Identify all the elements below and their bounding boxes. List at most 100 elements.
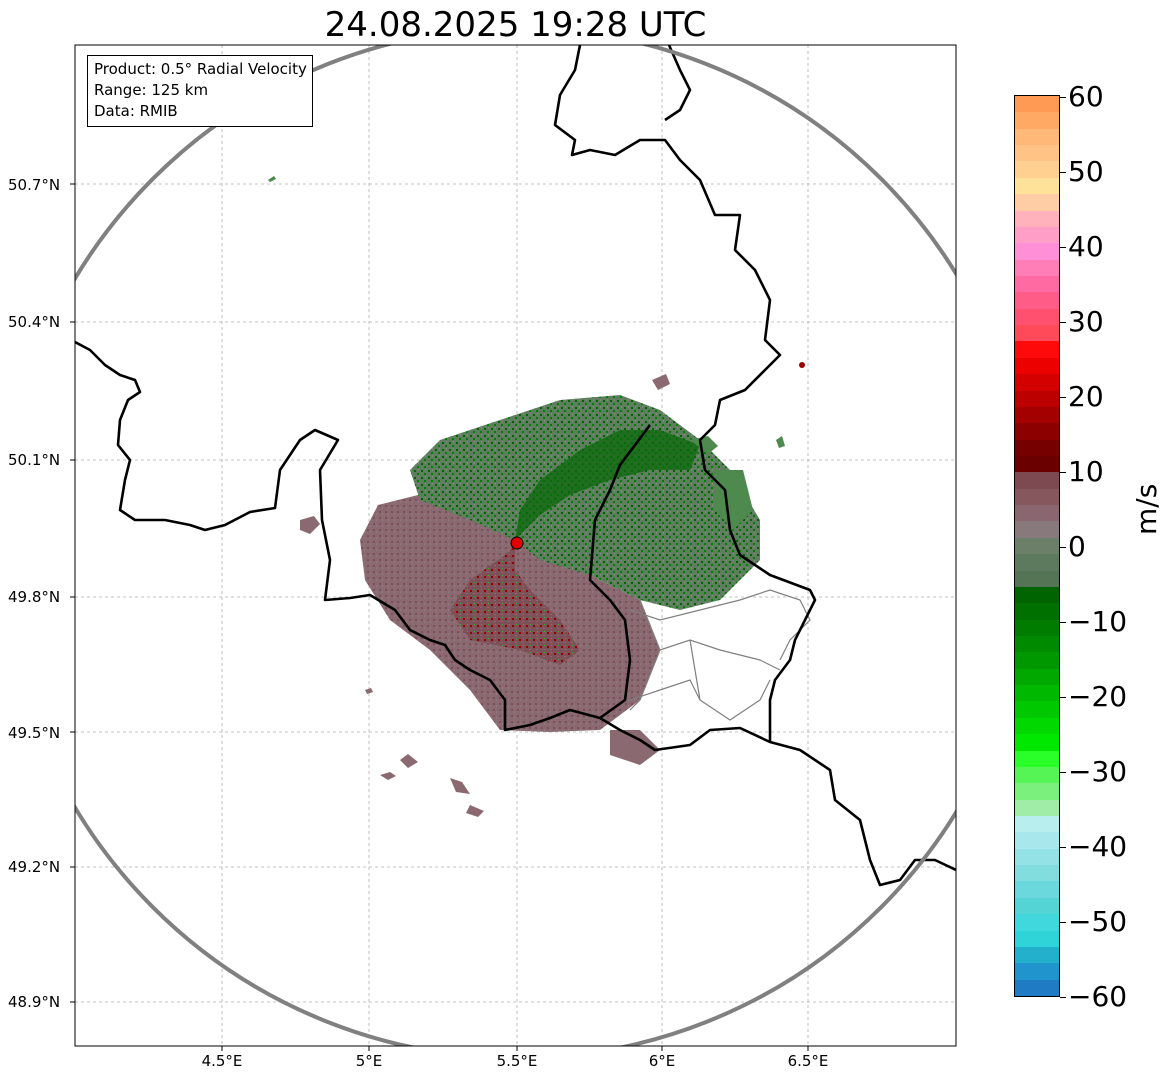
colorbar-band — [1015, 145, 1059, 163]
colorbar-band — [1015, 816, 1059, 834]
colorbar-band — [1015, 472, 1059, 490]
colorbar-band — [1015, 914, 1059, 932]
y-tick-label: 49.5°N — [8, 724, 61, 742]
colorbar-band — [1015, 177, 1059, 196]
y-tick-label: 50.1°N — [8, 451, 61, 469]
colorbar-tick-mark — [1060, 247, 1066, 248]
colorbar-tick-mark — [1060, 697, 1066, 698]
colorbar-band — [1015, 799, 1059, 817]
colorbar-band — [1015, 717, 1059, 736]
colorbar-tick-label: −50 — [1068, 905, 1128, 938]
info-range: Range: 125 km — [94, 81, 209, 99]
colorbar-band — [1015, 783, 1059, 801]
colorbar-band — [1015, 865, 1059, 883]
colorbar-band — [1015, 979, 1059, 996]
colorbar-tick-label: 50 — [1068, 155, 1104, 188]
colorbar-band — [1015, 897, 1059, 916]
colorbar-band — [1015, 357, 1059, 376]
colorbar-tick-label: 10 — [1068, 455, 1104, 488]
colorbar-band — [1015, 701, 1059, 719]
x-tick-label: 5°E — [355, 1052, 383, 1070]
radar-echoes — [268, 176, 805, 817]
colorbar-band — [1015, 308, 1059, 327]
colorbar-tick-label: 30 — [1068, 305, 1104, 338]
colorbar-band — [1015, 930, 1059, 948]
colorbar — [1014, 95, 1060, 997]
colorbar-tick-mark — [1060, 322, 1066, 323]
colorbar-tick-label: 60 — [1068, 80, 1104, 113]
colorbar-band — [1015, 963, 1059, 981]
echo-speck — [799, 362, 805, 368]
colorbar-band — [1015, 161, 1059, 179]
y-tick-label: 49.8°N — [8, 588, 61, 606]
echo-core-green — [515, 430, 700, 540]
info-data-source: Data: RMIB — [94, 102, 178, 120]
colorbar-band — [1015, 603, 1059, 621]
colorbar-band — [1015, 570, 1059, 588]
colorbar-tick-mark — [1060, 97, 1066, 98]
colorbar-band — [1015, 390, 1059, 408]
colorbar-band — [1015, 259, 1059, 277]
colorbar-band — [1015, 374, 1059, 392]
colorbar-band — [1015, 194, 1059, 212]
x-tick-label: 6.5°E — [787, 1052, 829, 1070]
colorbar-band — [1015, 292, 1059, 310]
colorbar-band — [1015, 210, 1059, 228]
colorbar-tick-mark — [1060, 847, 1066, 848]
axis-tickmarks — [70, 183, 809, 1051]
colorbar-band — [1015, 652, 1059, 670]
colorbar-tick-label: −40 — [1068, 830, 1128, 863]
colorbar-band — [1015, 668, 1059, 687]
colorbar-band — [1015, 685, 1059, 703]
x-tick-label: 5.5°E — [496, 1052, 538, 1070]
colorbar-tick-mark — [1060, 622, 1066, 623]
colorbar-band — [1015, 554, 1059, 572]
colorbar-band — [1015, 586, 1059, 605]
colorbar-band — [1015, 276, 1059, 294]
colorbar-tick-mark — [1060, 172, 1066, 173]
colorbar-tick-label: 0 — [1068, 530, 1086, 563]
y-tick-label: 50.7°N — [8, 176, 61, 194]
colorbar-band — [1015, 946, 1059, 965]
colorbar-band — [1015, 488, 1059, 507]
colorbar-band — [1015, 881, 1059, 899]
colorbar-band — [1015, 341, 1059, 359]
colorbar-band — [1015, 636, 1059, 654]
colorbar-band — [1015, 243, 1059, 261]
colorbar-band — [1015, 439, 1059, 457]
radar-site-marker — [510, 536, 524, 550]
colorbar-tick-mark — [1060, 922, 1066, 923]
colorbar-tick-label: −60 — [1068, 980, 1128, 1013]
colorbar-band — [1015, 325, 1059, 343]
info-product: Product: 0.5° Radial Velocity — [94, 60, 307, 78]
colorbar-tick-label: 40 — [1068, 230, 1104, 263]
district-boundaries — [629, 589, 811, 721]
colorbar-band — [1015, 766, 1059, 785]
colorbar-band — [1015, 128, 1059, 147]
colorbar-tick-mark — [1060, 997, 1066, 998]
echo-core-red — [450, 545, 580, 665]
echo-patch-ne — [268, 176, 785, 530]
colorbar-tick-label: −10 — [1068, 605, 1128, 638]
colorbar-unit-label: m/s — [1130, 483, 1163, 535]
colorbar-tick-label: −20 — [1068, 680, 1128, 713]
x-tick-label: 6°E — [648, 1052, 676, 1070]
colorbar-band — [1015, 750, 1059, 768]
colorbar-band — [1015, 537, 1059, 556]
colorbar-tick-mark — [1060, 397, 1066, 398]
colorbar-band — [1015, 456, 1059, 474]
chart-title: 24.08.2025 19:28 UTC — [324, 5, 707, 45]
colorbar-band — [1015, 96, 1059, 114]
colorbar-tick-label: 20 — [1068, 380, 1104, 413]
axes-frame — [74, 44, 957, 1047]
y-tick-label: 50.4°N — [8, 313, 61, 331]
country-borders — [75, 45, 956, 887]
colorbar-band — [1015, 734, 1059, 752]
colorbar-band — [1015, 505, 1059, 523]
colorbar-band — [1015, 226, 1059, 245]
y-tick-label: 48.9°N — [8, 993, 61, 1011]
y-tick-label: 49.2°N — [8, 858, 61, 876]
colorbar-band — [1015, 423, 1059, 441]
x-tick-label: 4.5°E — [201, 1052, 243, 1070]
